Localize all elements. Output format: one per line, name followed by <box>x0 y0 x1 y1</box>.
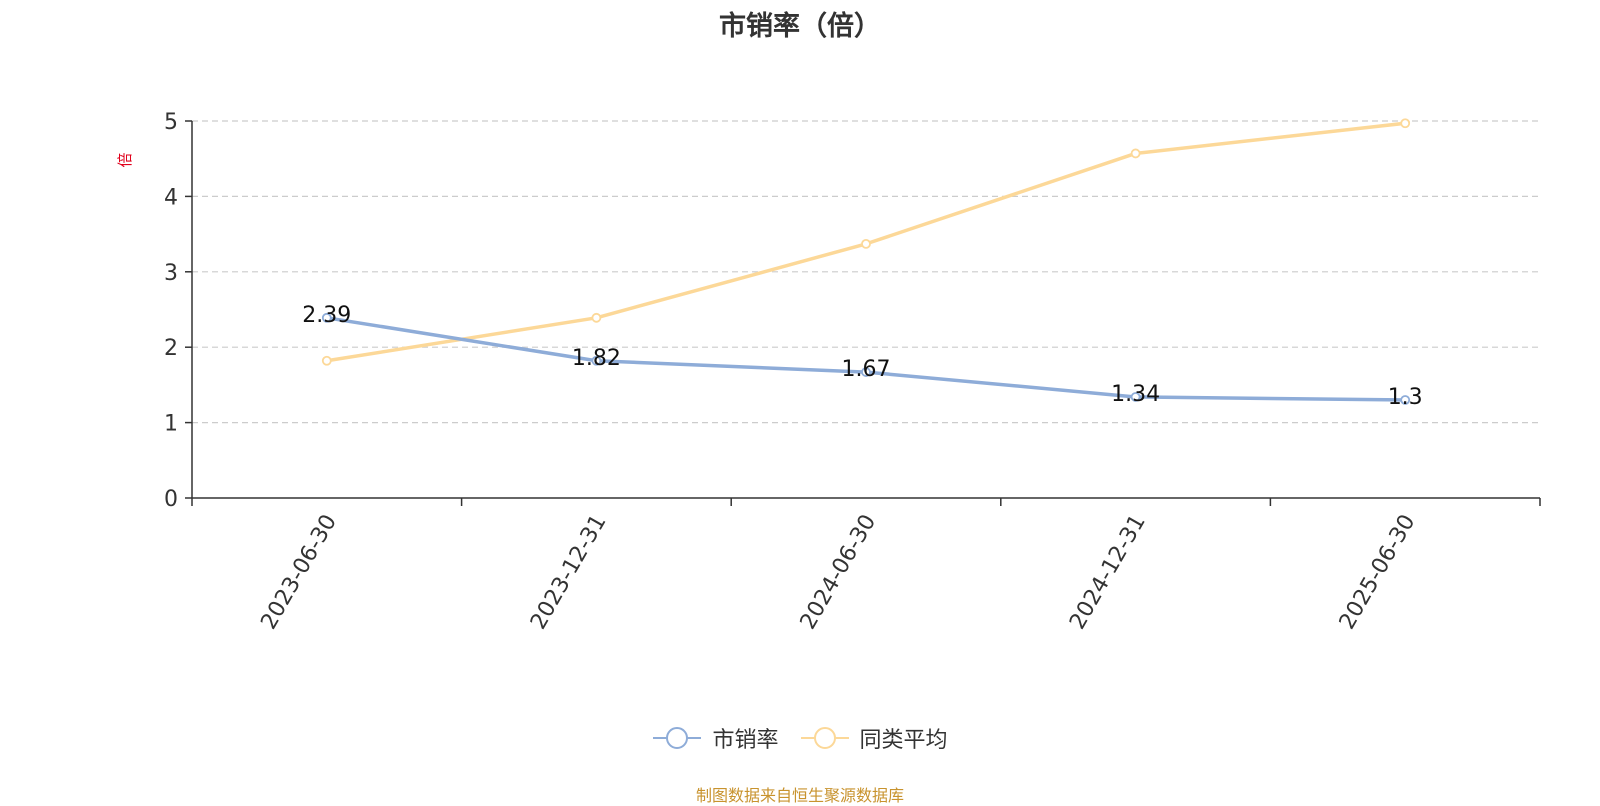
legend: 市销率 同类平均 <box>0 722 1600 754</box>
y-tick-label-2: 2 <box>164 336 178 361</box>
data-labels: 2.39 1.82 1.67 1.34 1.3 <box>302 303 1422 410</box>
chart-title: 市销率（倍） <box>719 11 881 42</box>
y-tick-label-0: 0 <box>164 487 178 512</box>
y-axis-title: 倍 <box>116 152 134 167</box>
data-label-2: 1.67 <box>842 357 891 382</box>
data-label-3: 1.34 <box>1111 382 1160 407</box>
x-tick-label-2: 2024-06-30 <box>796 511 882 634</box>
data-label-0: 2.39 <box>302 303 351 328</box>
series-1-point-3 <box>1130 392 1141 402</box>
legend-swatch-series-2 <box>800 727 849 749</box>
y-tick-label-3: 3 <box>164 261 178 286</box>
x-tick-label-3: 2024-12-31 <box>1065 511 1151 634</box>
y-tick-label-5: 5 <box>164 110 178 135</box>
x-tick-label-4: 2025-06-30 <box>1335 511 1421 634</box>
x-tick-label-1: 2023-12-31 <box>526 511 612 634</box>
y-tick-label-4: 4 <box>164 185 178 210</box>
data-label-4: 1.3 <box>1388 385 1423 410</box>
legend-item-series-1[interactable]: 市销率 <box>652 722 778 754</box>
legend-swatch-series-1 <box>653 727 702 749</box>
series-1-point-0 <box>321 312 332 323</box>
series-2-point-3 <box>1130 148 1141 159</box>
series-2-point-2 <box>861 239 871 249</box>
series-lines <box>321 118 1411 405</box>
legend-label-series-1: 市销率 <box>712 728 779 753</box>
data-label-1: 1.82 <box>572 346 621 371</box>
series-1-point-4 <box>1400 395 1411 405</box>
legend-item-series-2[interactable]: 同类平均 <box>800 722 948 754</box>
series-2-point-1 <box>591 312 602 323</box>
series-2-point-0 <box>321 355 332 366</box>
series-1-point-2 <box>861 367 871 377</box>
x-tick-label-0: 2023-06-30 <box>256 511 342 634</box>
source-note: 制图数据来自恒生聚源数据库 <box>695 786 904 805</box>
legend-label-series-2: 同类平均 <box>859 728 948 753</box>
series-2-point-4 <box>1400 118 1411 129</box>
series-1-point-1 <box>591 355 602 366</box>
y-tick-label-1: 1 <box>164 412 178 437</box>
